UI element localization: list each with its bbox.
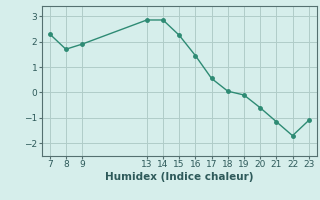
X-axis label: Humidex (Indice chaleur): Humidex (Indice chaleur)	[105, 172, 253, 182]
